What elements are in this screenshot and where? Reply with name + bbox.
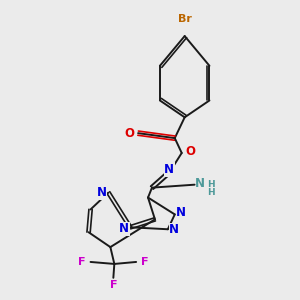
Text: F: F [79,257,86,267]
Text: N: N [97,186,107,199]
Text: O: O [185,145,195,158]
Text: N: N [195,177,205,190]
Text: N: N [176,206,186,219]
Text: F: F [110,280,117,290]
Text: H: H [207,180,215,189]
Text: N: N [169,224,179,236]
Text: O: O [124,127,134,140]
Text: F: F [141,257,148,267]
Text: Br: Br [178,14,192,24]
Text: H: H [207,188,215,196]
Text: N: N [119,222,129,235]
Text: N: N [164,163,174,176]
